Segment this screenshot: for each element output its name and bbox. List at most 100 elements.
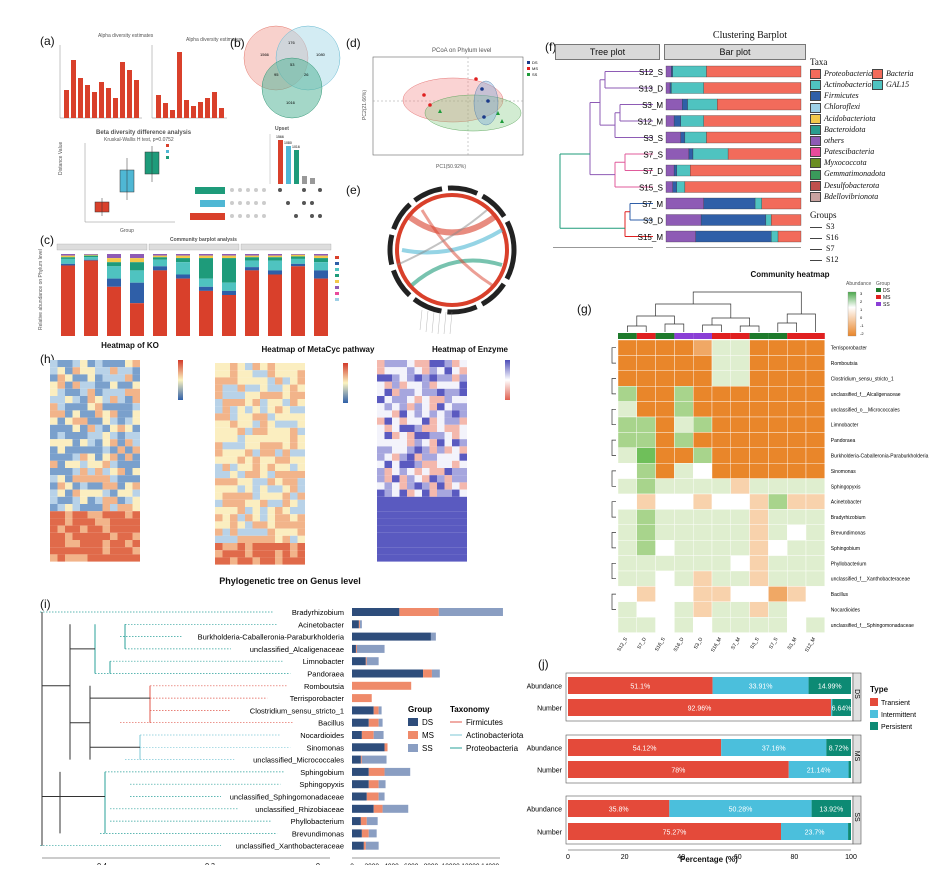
taxa-label: Actinobacteriota bbox=[824, 80, 878, 90]
h-metacyc-cell bbox=[282, 427, 290, 435]
h-enzyme-cell bbox=[384, 388, 392, 396]
h-enzyme-cell bbox=[437, 460, 445, 468]
h-enzyme-cell bbox=[422, 439, 430, 447]
h-ko-cell bbox=[80, 417, 88, 425]
kingdom-legend-item: Bacteria bbox=[872, 68, 914, 80]
h-metacyc-cell bbox=[245, 543, 253, 551]
h-metacyc-cell bbox=[245, 521, 253, 529]
h-enzyme-cell bbox=[392, 367, 400, 375]
h-ko-cell bbox=[132, 525, 140, 533]
h-ko-cell bbox=[50, 475, 58, 483]
beta-ylabel: Distance Value bbox=[58, 141, 64, 175]
h-ko-cell bbox=[80, 504, 88, 512]
heatmap-g-dendro-branch bbox=[664, 323, 685, 332]
h-enzyme-cell bbox=[437, 489, 445, 497]
h-ko-cell bbox=[110, 360, 118, 368]
h-enzyme-cell bbox=[414, 496, 422, 504]
h-metacyc-cell bbox=[290, 528, 298, 536]
h-metacyc-cell bbox=[215, 377, 223, 385]
h-enzyme-cell bbox=[384, 511, 392, 519]
heatmap-g-cell bbox=[655, 493, 675, 510]
h-metacyc-cell bbox=[275, 456, 283, 464]
h-metacyc-cell bbox=[237, 521, 245, 529]
heatmap-g-cell bbox=[692, 462, 713, 479]
c-bar-seg bbox=[176, 274, 190, 279]
h-enzyme-cell bbox=[414, 424, 422, 432]
c-bar-seg bbox=[84, 254, 98, 255]
h-enzyme-cell bbox=[377, 540, 385, 548]
h-ko-cell bbox=[87, 367, 95, 375]
h-metacyc-cell bbox=[245, 535, 253, 543]
h-enzyme-cell bbox=[437, 453, 445, 461]
phylo-genus-label: Acinetobacter bbox=[298, 620, 344, 629]
h-enzyme-cell bbox=[429, 475, 437, 483]
h-ko-cell bbox=[102, 374, 110, 382]
j-bar-persistent bbox=[848, 761, 851, 778]
h-metacyc-cell bbox=[237, 514, 245, 522]
h-metacyc-cell bbox=[290, 492, 298, 500]
h-ko-cell bbox=[95, 489, 103, 497]
h-metacyc-cell bbox=[275, 499, 283, 507]
h-metacyc-cell bbox=[297, 435, 305, 443]
h-ko-cell bbox=[65, 460, 73, 468]
h-ko-cell bbox=[110, 439, 118, 447]
h-metacyc-cell bbox=[222, 427, 230, 435]
h-ko-cell bbox=[87, 547, 95, 555]
groups-title: Groups bbox=[810, 209, 837, 220]
heatmap-g-cell bbox=[768, 601, 788, 618]
h-enzyme-cell bbox=[399, 388, 407, 396]
h-enzyme-cell bbox=[429, 410, 437, 418]
h-enzyme-cell bbox=[422, 518, 430, 526]
h-ko-cell bbox=[95, 367, 103, 375]
phylo-bar-ds bbox=[352, 755, 361, 764]
h-metacyc-cell bbox=[297, 535, 305, 543]
h-enzyme-cell bbox=[407, 525, 415, 533]
h-ko-cell bbox=[102, 496, 110, 504]
h-metacyc-cell bbox=[290, 377, 298, 385]
f-bar-proteobacteria bbox=[703, 115, 802, 127]
heatmap-g-cell bbox=[636, 401, 656, 418]
h-ko-cell bbox=[72, 374, 80, 382]
h-metacyc-cell bbox=[237, 507, 245, 515]
h-enzyme-cell bbox=[414, 482, 422, 490]
h-enzyme-cell bbox=[437, 554, 445, 562]
h-ko-cell bbox=[87, 468, 95, 476]
h-enzyme-cell bbox=[407, 410, 415, 418]
heatmap-g-cell bbox=[655, 509, 675, 525]
taxa-label: others bbox=[824, 135, 844, 145]
heatmap-g-cell bbox=[636, 555, 656, 572]
heatmap-g-cell bbox=[692, 416, 713, 433]
h-enzyme-cell bbox=[414, 475, 422, 483]
heatmap-g-cell bbox=[749, 540, 769, 556]
h-enzyme-cell bbox=[384, 360, 392, 368]
heatmap-g-cell bbox=[674, 370, 694, 387]
h-metacyc-cell bbox=[275, 370, 283, 378]
heatmap-g-cell bbox=[655, 524, 675, 541]
heatmap-g-cell bbox=[692, 432, 713, 448]
h-enzyme-cell bbox=[429, 460, 437, 468]
h-ko-cell bbox=[80, 403, 88, 411]
h-metacyc-cell bbox=[290, 427, 298, 435]
h-enzyme-cell bbox=[399, 511, 407, 519]
h-enzyme-cell bbox=[422, 504, 430, 512]
h-metacyc-cell bbox=[252, 435, 260, 443]
h-metacyc-cell bbox=[252, 384, 260, 392]
h-enzyme-cell bbox=[392, 453, 400, 461]
venn-diagram: 1566 176 1080 95 53 26 1016 bbox=[243, 25, 341, 119]
h-ko-cell bbox=[125, 496, 133, 504]
heatmap-g-cell bbox=[805, 385, 825, 402]
heatmap-g-cell bbox=[749, 493, 769, 510]
heatmap-g-scale-tick: 3 bbox=[860, 291, 863, 296]
h-ko-cell bbox=[132, 554, 140, 562]
heatmap-g-cell bbox=[805, 493, 825, 510]
h-ko-cell bbox=[102, 453, 110, 461]
beta-xlabel: Group bbox=[120, 228, 134, 234]
phylo-bar-ss bbox=[438, 608, 503, 616]
h-enzyme-cell bbox=[452, 496, 460, 504]
phylo-bar-ss bbox=[430, 632, 436, 641]
heatmap-g-cell bbox=[786, 601, 807, 618]
h-ko-cell bbox=[132, 396, 140, 404]
c-bar-seg bbox=[245, 257, 259, 261]
h-enzyme-cell bbox=[429, 468, 437, 476]
h-metacyc-cell bbox=[297, 485, 305, 493]
